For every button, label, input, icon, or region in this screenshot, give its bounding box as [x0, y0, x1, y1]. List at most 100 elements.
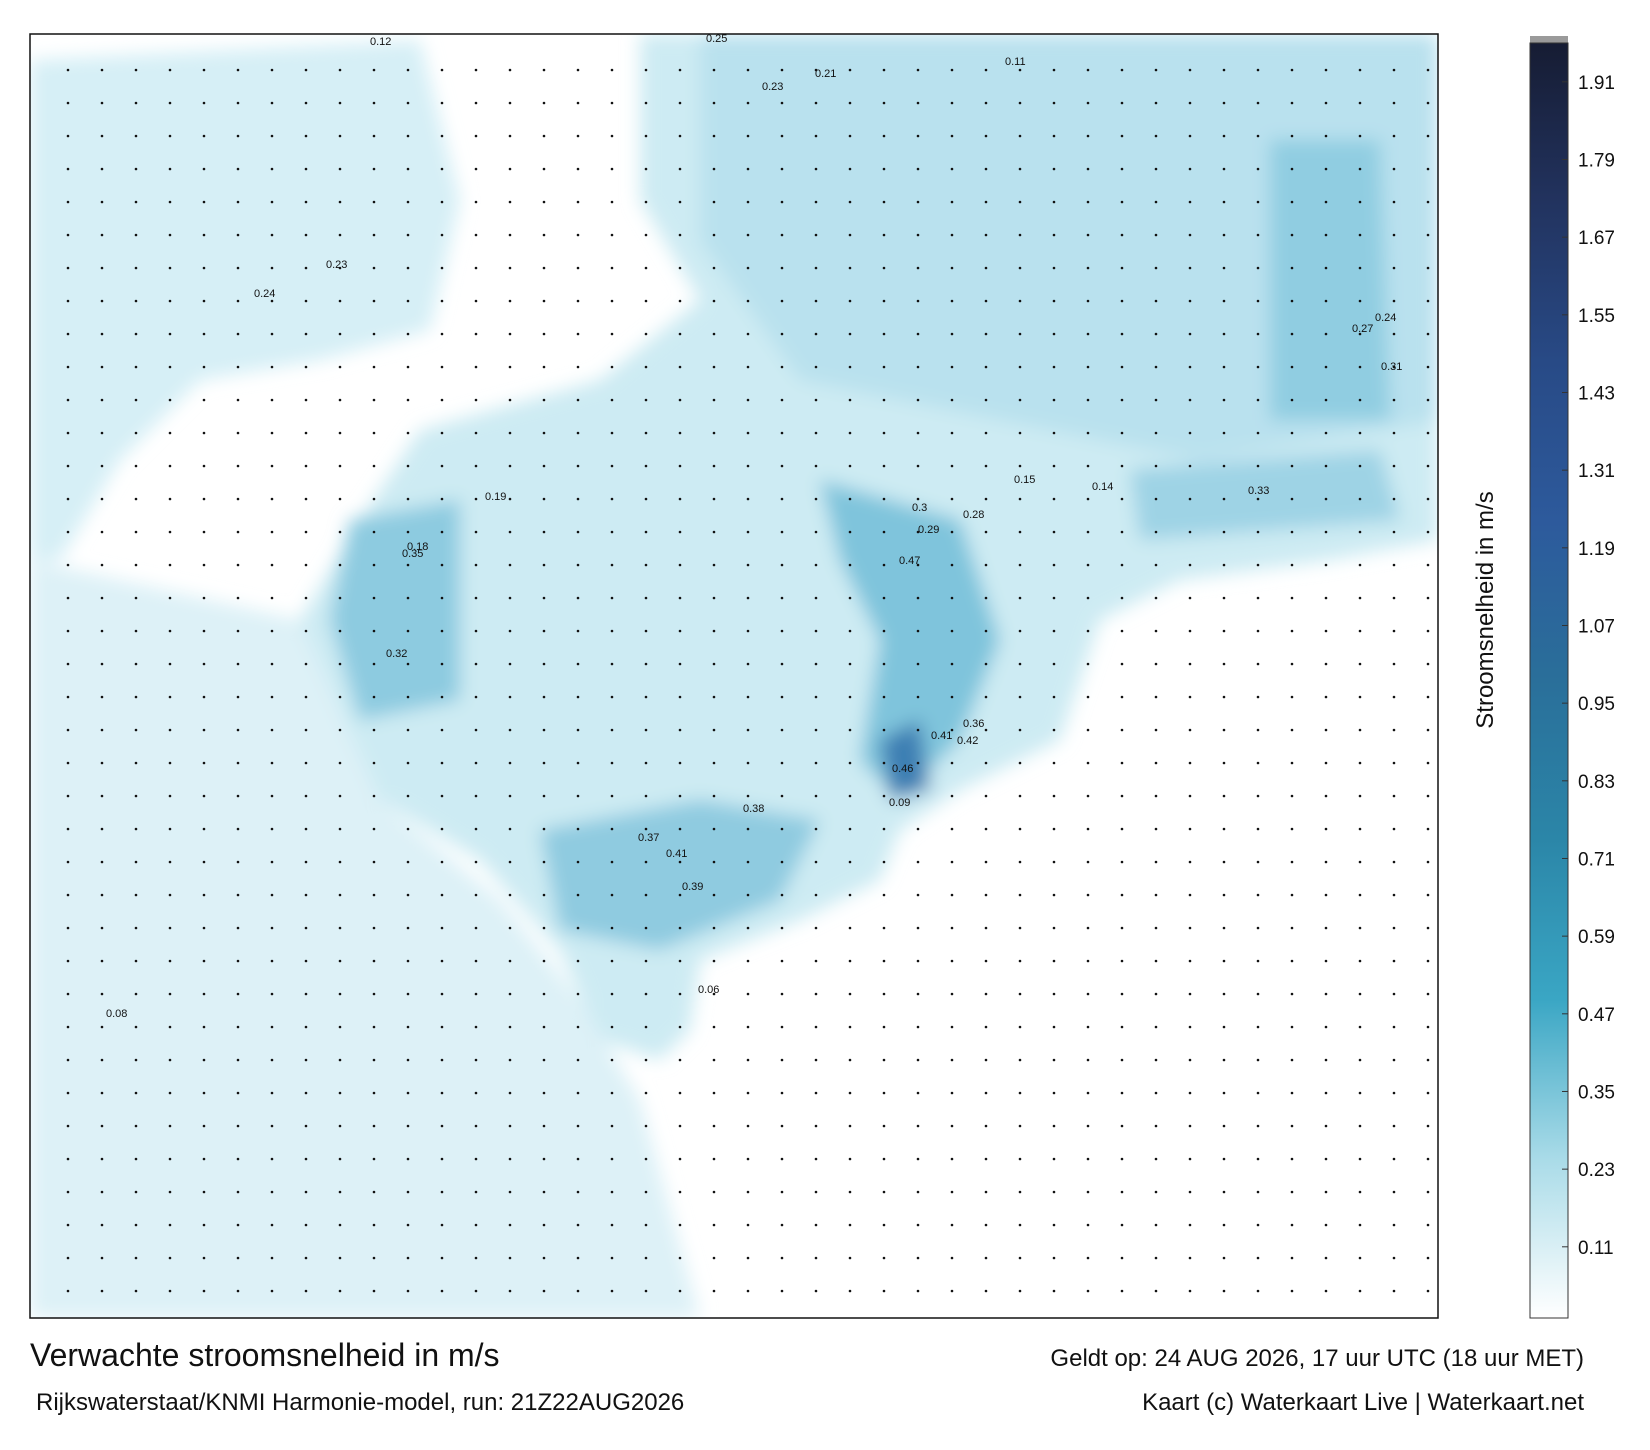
grid-dot — [576, 68, 580, 72]
grid-dot — [202, 365, 206, 369]
grid-dot — [1222, 200, 1226, 204]
grid-dot — [304, 68, 308, 72]
grid-dot — [1392, 926, 1396, 930]
grid-dot — [338, 860, 342, 864]
grid-dot — [882, 497, 886, 501]
grid-dot — [1392, 827, 1396, 831]
grid-dot — [406, 728, 410, 732]
grid-dot — [168, 728, 172, 732]
grid-dot — [1358, 101, 1362, 105]
grid-dot — [576, 629, 580, 633]
grid-dot — [1392, 662, 1396, 666]
grid-dot — [882, 101, 886, 105]
grid-dot — [508, 992, 512, 996]
grid-dot — [1392, 563, 1396, 567]
grid-dot — [338, 233, 342, 237]
grid-dot — [678, 68, 682, 72]
grid-dot — [134, 200, 138, 204]
grid-dot — [746, 596, 750, 600]
grid-dot — [100, 926, 104, 930]
grid-dot — [576, 266, 580, 270]
grid-dot — [644, 1256, 648, 1260]
grid-dot — [882, 233, 886, 237]
grid-dot — [1188, 596, 1192, 600]
grid-dot — [474, 728, 478, 732]
grid-dot — [406, 563, 410, 567]
grid-dot — [1120, 1124, 1124, 1128]
speed-label: 0.08 — [106, 1008, 127, 1020]
grid-dot — [406, 1124, 410, 1128]
grid-dot — [916, 1091, 920, 1095]
grid-dot — [1018, 134, 1022, 138]
grid-dot — [168, 596, 172, 600]
grid-dot — [984, 167, 988, 171]
grid-dot — [542, 200, 546, 204]
grid-dot — [1222, 233, 1226, 237]
grid-dot — [882, 992, 886, 996]
grid-dot — [610, 68, 614, 72]
grid-dot — [236, 992, 240, 996]
grid-dot — [576, 827, 580, 831]
grid-dot — [950, 761, 954, 765]
grid-dot — [814, 497, 818, 501]
grid-dot — [780, 1223, 784, 1227]
grid-dot — [746, 695, 750, 699]
grid-dot — [1392, 992, 1396, 996]
grid-dot — [1086, 1124, 1090, 1128]
grid-dot — [916, 398, 920, 402]
grid-dot — [406, 926, 410, 930]
grid-dot — [780, 167, 784, 171]
grid-dot — [1256, 992, 1260, 996]
grid-dot — [712, 101, 716, 105]
grid-dot — [304, 827, 308, 831]
grid-dot — [1052, 1289, 1056, 1293]
grid-dot — [712, 200, 716, 204]
grid-dot — [1086, 398, 1090, 402]
grid-dot — [848, 728, 852, 732]
grid-dot — [1120, 497, 1124, 501]
grid-dot — [508, 1190, 512, 1194]
grid-dot — [882, 431, 886, 435]
grid-dot — [372, 794, 376, 798]
grid-dot — [338, 728, 342, 732]
grid-dot — [372, 1190, 376, 1194]
grid-dot — [1018, 1190, 1022, 1194]
grid-dot — [576, 959, 580, 963]
grid-dot — [134, 365, 138, 369]
grid-dot — [406, 398, 410, 402]
grid-dot — [474, 596, 478, 600]
grid-dot — [304, 1190, 308, 1194]
grid-dot — [1358, 926, 1362, 930]
grid-dot — [66, 761, 70, 765]
grid-dot — [950, 1256, 954, 1260]
grid-dot — [474, 1091, 478, 1095]
grid-dot — [1188, 101, 1192, 105]
grid-dot — [712, 662, 716, 666]
grid-dot — [508, 794, 512, 798]
grid-dot — [678, 530, 682, 534]
grid-dot — [882, 827, 886, 831]
grid-dot — [236, 101, 240, 105]
grid-dot — [1324, 695, 1328, 699]
grid-dot — [1358, 1058, 1362, 1062]
grid-dot — [474, 1256, 478, 1260]
grid-dot — [644, 860, 648, 864]
grid-dot — [236, 200, 240, 204]
grid-dot — [576, 1256, 580, 1260]
grid-dot — [984, 794, 988, 798]
grid-dot — [508, 1124, 512, 1128]
grid-dot — [1188, 1058, 1192, 1062]
grid-dot — [508, 68, 512, 72]
grid-dot — [678, 728, 682, 732]
grid-dot — [1324, 761, 1328, 765]
grid-dot — [1222, 1190, 1226, 1194]
grid-dot — [882, 299, 886, 303]
grid-dot — [372, 1124, 376, 1128]
grid-dot — [1086, 233, 1090, 237]
grid-dot — [916, 893, 920, 897]
grid-dot — [304, 794, 308, 798]
grid-dot — [712, 827, 716, 831]
grid-dot — [168, 761, 172, 765]
grid-dot — [1392, 497, 1396, 501]
grid-dot — [270, 365, 274, 369]
